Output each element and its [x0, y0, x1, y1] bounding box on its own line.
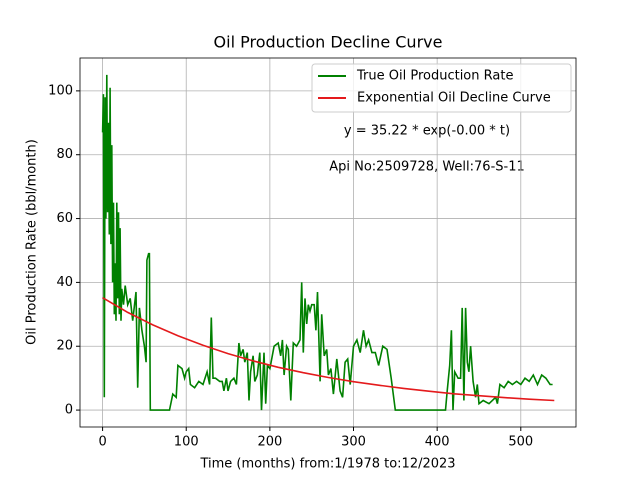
- y-tick-label: 20: [56, 339, 73, 354]
- plot-frame: [79, 57, 577, 428]
- legend: True Oil Production Rate Exponential Oil …: [311, 63, 572, 113]
- annotation: y = 35.22 * exp(-0.00 * t): [344, 124, 510, 139]
- legend-label: True Oil Production Rate: [356, 69, 513, 84]
- y-tick-label: 100: [48, 83, 73, 98]
- legend-label: Exponential Oil Decline Curve: [357, 91, 551, 106]
- y-tick-label: 0: [65, 403, 73, 418]
- series-line: [101, 74, 553, 411]
- y-tick-label: 60: [56, 211, 73, 226]
- x-tick-label: 400: [425, 435, 450, 450]
- y-tick-label: 40: [56, 275, 73, 290]
- x-axis-label: Time (months) from:1/1978 to:12/2023: [199, 457, 455, 472]
- x-tick-label: 300: [341, 435, 366, 450]
- x-tick-label: 0: [98, 435, 106, 450]
- x-tick-label: 500: [508, 435, 533, 450]
- x-tick-label: 100: [174, 435, 199, 450]
- annotation: Api No:2509728, Well:76-S-11: [329, 160, 525, 175]
- y-tick-label: 80: [56, 147, 73, 162]
- chart-title: Oil Production Decline Curve: [214, 33, 443, 52]
- x-tick-label: 200: [257, 435, 282, 450]
- legend-box: [311, 63, 572, 113]
- series-line: [102, 297, 555, 402]
- y-axis-label: Oil Production Rate (bbl/month): [25, 139, 40, 345]
